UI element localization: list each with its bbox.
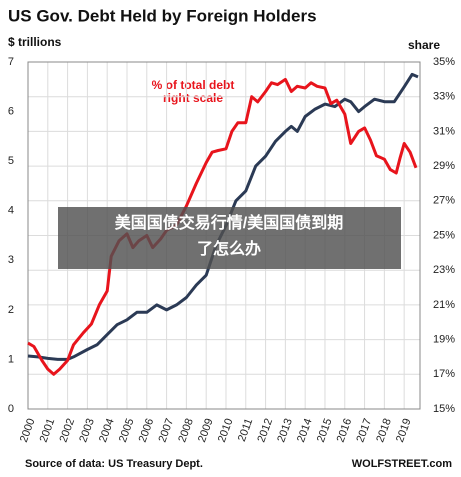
y2-axis-label: share	[408, 38, 440, 52]
annotation: right scale	[163, 91, 223, 105]
y2-tick-label: 27%	[433, 195, 455, 207]
y-tick-label: 4	[8, 205, 14, 217]
x-tick-label: 2008	[176, 417, 196, 444]
y2-tick-label: 35%	[433, 56, 455, 68]
overlay-text: 美国国债交易行情/美国国债到期	[115, 213, 343, 232]
line-series	[27, 72, 419, 361]
y2-tick-label: 29%	[433, 160, 455, 172]
annotation: % of total debt	[152, 78, 235, 92]
x-tick-label: 2009	[196, 417, 216, 444]
y-tick-label: 0	[8, 403, 14, 415]
y-tick-label: 2	[8, 304, 14, 316]
x-tick-label: 2002	[57, 417, 77, 444]
x-tick-label: 2007	[156, 417, 176, 444]
source: Source of data: US Treasury Dept.	[25, 458, 203, 470]
y2-tick-label: 31%	[433, 125, 455, 137]
x-tick-label: 2001	[38, 417, 58, 444]
brand: WOLFSTREET.com	[352, 458, 452, 470]
x-tick-label: 2017	[354, 417, 374, 444]
plot-frame	[27, 61, 421, 410]
x-tick-label: 2016	[335, 417, 355, 444]
y2-tick-label: 23%	[433, 264, 455, 276]
y2-tick-label: 15%	[433, 403, 455, 415]
x-tick-label: 2010	[216, 417, 236, 444]
y2-tick-label: 21%	[433, 299, 455, 311]
y2-tick-label: 25%	[433, 229, 455, 241]
x-tick-label: 2015	[315, 417, 335, 444]
y2-tick-label: 33%	[433, 91, 455, 103]
y-tick-label: 1	[8, 353, 14, 365]
y-axis-label: $ trillions	[8, 35, 62, 49]
x-tick-label: 2000	[18, 417, 38, 444]
y2-tick-label: 17%	[433, 368, 455, 380]
y2-tick-label: 19%	[433, 334, 455, 346]
x-tick-label: 2019	[394, 417, 414, 444]
y-tick-label: 5	[8, 155, 14, 167]
line-series	[27, 77, 418, 376]
x-tick-label: 2005	[117, 417, 137, 444]
overlay-text: 了怎么办	[197, 239, 261, 258]
x-tick-label: 2006	[137, 417, 157, 444]
x-tick-label: 2014	[295, 417, 315, 444]
x-tick-label: 2011	[236, 417, 255, 443]
x-tick-label: 2003	[77, 417, 97, 444]
x-tick-label: 2004	[97, 417, 117, 444]
x-tick-label: 2012	[255, 417, 275, 444]
y-tick-label: 6	[8, 105, 14, 117]
y-tick-label: 7	[8, 56, 14, 68]
chart-title: US Gov. Debt Held by Foreign Holders	[8, 6, 317, 25]
x-tick-label: 2013	[275, 417, 295, 444]
overlay-banner	[58, 207, 401, 269]
y-tick-label: 3	[8, 254, 14, 266]
x-tick-label: 2018	[374, 417, 394, 444]
